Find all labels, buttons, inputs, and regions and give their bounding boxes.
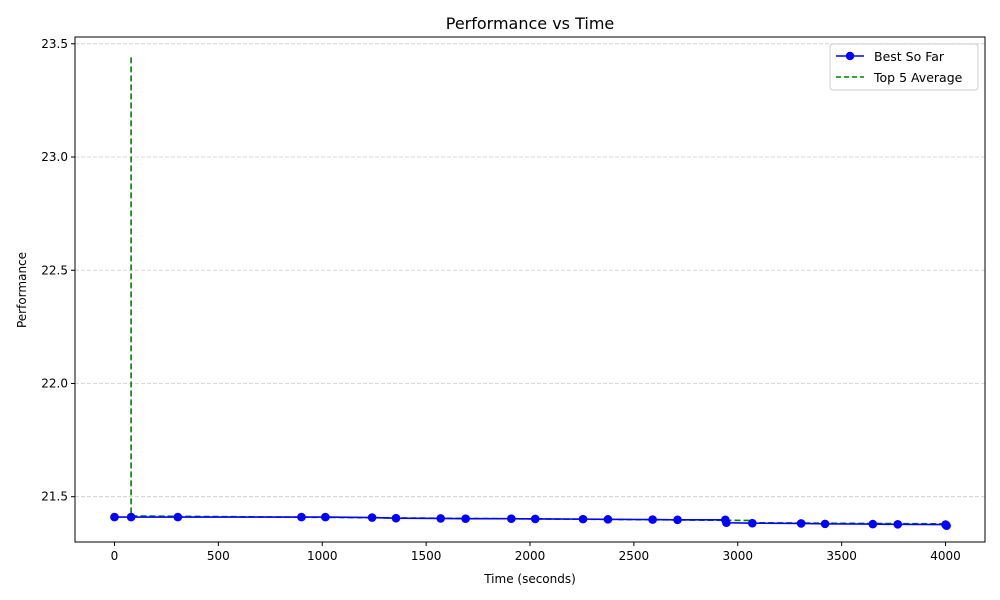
x-tick-label: 1000 [307,549,338,563]
data-point-best-so-far [603,515,613,524]
data-point-best-so-far [820,519,830,529]
data-point-best-so-far [530,514,540,524]
x-axis-label: Time (seconds) [483,572,576,586]
data-point-best-so-far [796,519,806,528]
y-tick-label: 21.5 [41,490,68,504]
legend-label-top-5-average: Top 5 Average [873,70,963,85]
data-point-best-so-far [648,515,657,524]
y-tick-label: 22.5 [41,263,68,277]
x-tick-label: 3500 [826,549,857,563]
data-point-best-so-far [391,513,401,523]
y-tick-label: 23.5 [41,37,68,51]
x-tick-label: 3000 [722,549,753,563]
legend-box [829,43,979,91]
data-point-best-so-far [321,512,330,522]
data-point-best-so-far [942,521,951,530]
series-layer [110,57,951,530]
data-point-best-so-far [173,512,183,522]
x-tick-label: 1500 [411,549,442,563]
y-axis-ticks: 21.5 22.0 22.5 23.0 23.5 [41,37,75,504]
data-point-best-so-far [673,515,682,525]
x-axis-ticks: 0 500 1000 1500 2000 2500 3000 3500 4000 [111,542,961,563]
chart-title: Performance vs Time [446,14,615,33]
data-point-best-so-far [507,514,516,523]
legend-label-best-so-far: Best So Far [874,49,945,64]
data-point-best-so-far [868,519,878,529]
legend: Best So Far Top 5 Average [829,43,979,91]
data-point-best-so-far [126,512,136,522]
x-tick-label: 2000 [515,549,546,563]
data-point-best-so-far [110,512,119,522]
x-tick-label: 500 [207,549,230,563]
data-point-best-so-far [722,518,731,528]
data-point-best-so-far [436,514,445,523]
data-point-best-so-far [461,514,470,523]
y-tick-label: 23.0 [41,150,68,164]
y-axis-label: Performance [15,252,29,328]
y-tick-label: 22.0 [41,376,68,390]
data-point-best-so-far [893,520,903,529]
x-tick-label: 4000 [930,549,961,563]
x-tick-label: 0 [111,549,119,563]
x-tick-label: 2500 [619,549,650,563]
data-point-best-so-far [748,518,757,528]
data-point-best-so-far [297,512,306,522]
legend-marker-best-so-far [845,51,855,61]
data-point-best-so-far [367,513,377,522]
data-point-best-so-far [578,514,588,524]
